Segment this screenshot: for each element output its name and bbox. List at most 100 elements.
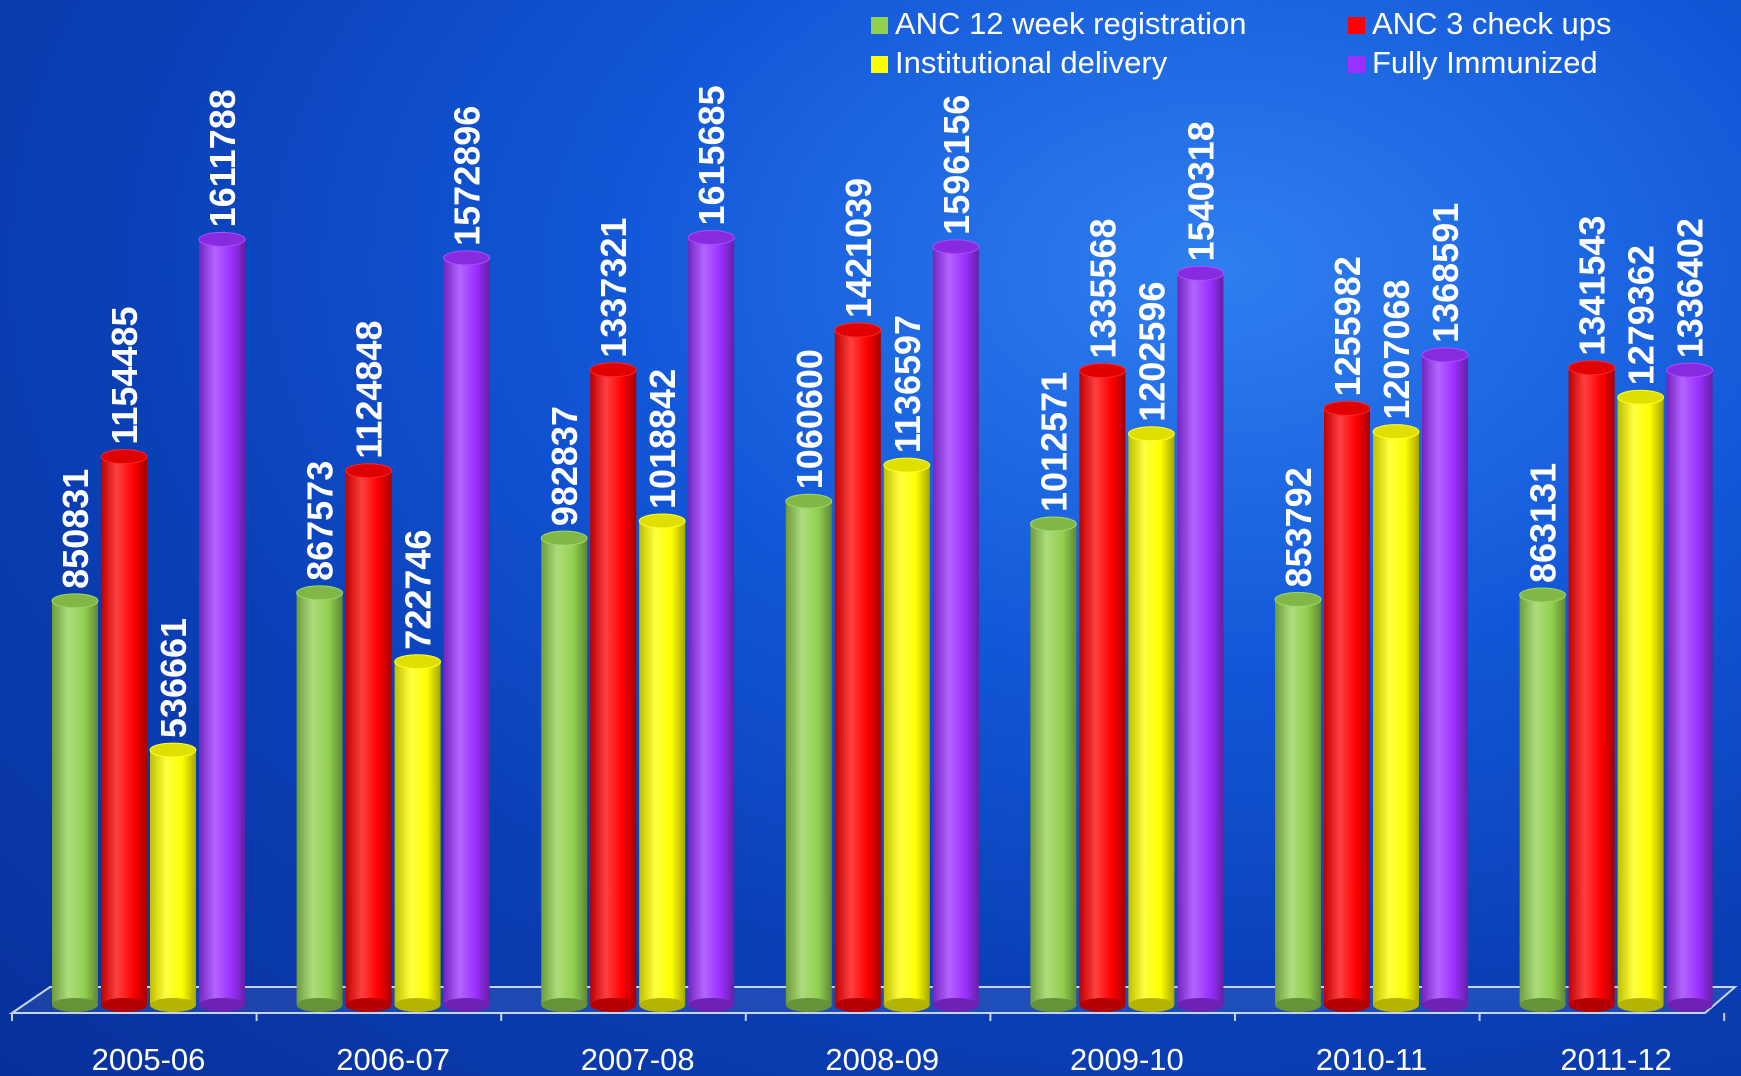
category-label: 2006-07 bbox=[336, 1042, 450, 1076]
bar-base bbox=[1519, 998, 1566, 1012]
bar-cap bbox=[198, 231, 246, 247]
bar-cap bbox=[345, 463, 393, 479]
bar-anc-12-week-registration-2005-06 bbox=[51, 593, 99, 1012]
bar-cap bbox=[1176, 265, 1224, 281]
bar-anc-3-check-ups-2005-06 bbox=[100, 449, 148, 1012]
bar-cap bbox=[785, 493, 833, 509]
bar-body bbox=[296, 592, 343, 1005]
data-label: 1255982 bbox=[1327, 256, 1368, 396]
bar-anc-3-check-ups-2008-09 bbox=[834, 322, 882, 1012]
bar-fully-immunized-2005-06 bbox=[198, 231, 246, 1012]
bar-cap bbox=[540, 530, 588, 546]
bar-base bbox=[785, 998, 832, 1012]
bar-base bbox=[1568, 998, 1615, 1012]
bar-cap bbox=[932, 239, 980, 255]
bar-anc-12-week-registration-2011-12 bbox=[1519, 587, 1567, 1012]
bar-body bbox=[1030, 524, 1077, 1005]
bar-body bbox=[101, 456, 147, 1005]
data-label: 1341543 bbox=[1572, 216, 1613, 356]
data-label: 1207068 bbox=[1376, 279, 1417, 419]
bar-base bbox=[1666, 998, 1713, 1012]
bar-base bbox=[1275, 998, 1321, 1012]
bar-anc-3-check-ups-2007-08 bbox=[589, 362, 637, 1012]
bar-body bbox=[1079, 370, 1126, 1005]
data-label: 1572896 bbox=[447, 106, 488, 246]
bar-base bbox=[1617, 998, 1664, 1012]
bar-cap bbox=[1274, 591, 1322, 607]
bar-body bbox=[52, 600, 98, 1005]
data-label: 867573 bbox=[300, 461, 341, 581]
category-label: 2011-12 bbox=[1560, 1042, 1671, 1076]
bar-base bbox=[199, 998, 245, 1012]
legend-item-institutional-delivery: Institutional delivery bbox=[871, 45, 1168, 80]
bar-body bbox=[1324, 408, 1370, 1005]
bar-cap bbox=[1029, 516, 1077, 532]
bar-body bbox=[150, 750, 196, 1005]
bar-cap bbox=[687, 230, 735, 246]
bar-cap bbox=[149, 742, 197, 758]
bar-fully-immunized-2010-11 bbox=[1421, 347, 1469, 1012]
bar-anc-12-week-registration-2006-07 bbox=[296, 585, 344, 1012]
data-label: 853792 bbox=[1278, 467, 1319, 587]
bar-body bbox=[1373, 431, 1419, 1005]
bar-cap bbox=[1568, 360, 1616, 376]
bar-body bbox=[541, 538, 588, 1005]
data-label: 1018842 bbox=[642, 369, 683, 509]
bar-base bbox=[1177, 998, 1224, 1012]
bar-cap bbox=[1421, 347, 1469, 363]
bar-base bbox=[639, 998, 686, 1012]
category-label: 2008-09 bbox=[825, 1042, 939, 1076]
bar-base bbox=[101, 998, 147, 1012]
bar-base bbox=[883, 998, 930, 1012]
bar-cap bbox=[1519, 587, 1567, 603]
bar-cap bbox=[834, 322, 882, 338]
bar-fully-immunized-2008-09 bbox=[932, 239, 980, 1012]
data-label: 536661 bbox=[153, 618, 194, 738]
bar-body bbox=[199, 239, 245, 1005]
bar-cap bbox=[296, 585, 344, 601]
bar-cap bbox=[883, 457, 931, 473]
bar-base bbox=[1030, 998, 1077, 1012]
bar-body bbox=[1128, 433, 1175, 1005]
legend-item-anc-12-week-registration: ANC 12 week registration bbox=[871, 6, 1247, 41]
data-label: 1615685 bbox=[691, 85, 732, 225]
bar-cap bbox=[51, 593, 99, 609]
bars-group bbox=[51, 230, 1714, 1012]
data-label: 1202596 bbox=[1131, 282, 1172, 422]
data-label: 722746 bbox=[398, 530, 439, 650]
bar-institutional-delivery-2008-09 bbox=[883, 457, 931, 1012]
bar-anc-12-week-registration-2007-08 bbox=[540, 530, 588, 1012]
bar-base bbox=[1128, 998, 1175, 1012]
bar-body bbox=[443, 257, 490, 1005]
bar-body bbox=[834, 330, 881, 1005]
bar-base bbox=[1373, 998, 1419, 1012]
legend-item-fully-immunized: Fully Immunized bbox=[1348, 45, 1598, 80]
data-label: 1154485 bbox=[104, 306, 145, 444]
bar-fully-immunized-2007-08 bbox=[687, 230, 735, 1012]
bar-base bbox=[345, 998, 392, 1012]
bar-base bbox=[1422, 998, 1468, 1012]
bar-base bbox=[541, 998, 588, 1012]
bar-body bbox=[1422, 354, 1468, 1005]
bar-base bbox=[932, 998, 979, 1012]
bar-cap bbox=[1078, 363, 1126, 379]
bar-base bbox=[834, 998, 881, 1012]
data-label: 1611788 bbox=[202, 89, 243, 227]
data-label: 982837 bbox=[544, 406, 585, 526]
legend-label: ANC 12 week registration bbox=[895, 6, 1247, 41]
bar-body bbox=[932, 246, 979, 1005]
data-label: 1335568 bbox=[1082, 218, 1123, 358]
bar-anc-12-week-registration-2010-11 bbox=[1274, 591, 1322, 1012]
bar-cap bbox=[1617, 389, 1665, 405]
bar-anc-3-check-ups-2011-12 bbox=[1568, 360, 1616, 1012]
bar-base bbox=[1079, 998, 1126, 1012]
bar-base bbox=[590, 998, 637, 1012]
bar-cap bbox=[589, 362, 637, 378]
bar-body bbox=[785, 501, 832, 1005]
data-label: 1136597 bbox=[887, 315, 928, 453]
legend-item-anc-3-check-ups: ANC 3 check ups bbox=[1348, 6, 1612, 41]
category-label: 2010-11 bbox=[1316, 1042, 1427, 1076]
bar-body bbox=[590, 369, 637, 1005]
bar-base bbox=[150, 998, 196, 1012]
